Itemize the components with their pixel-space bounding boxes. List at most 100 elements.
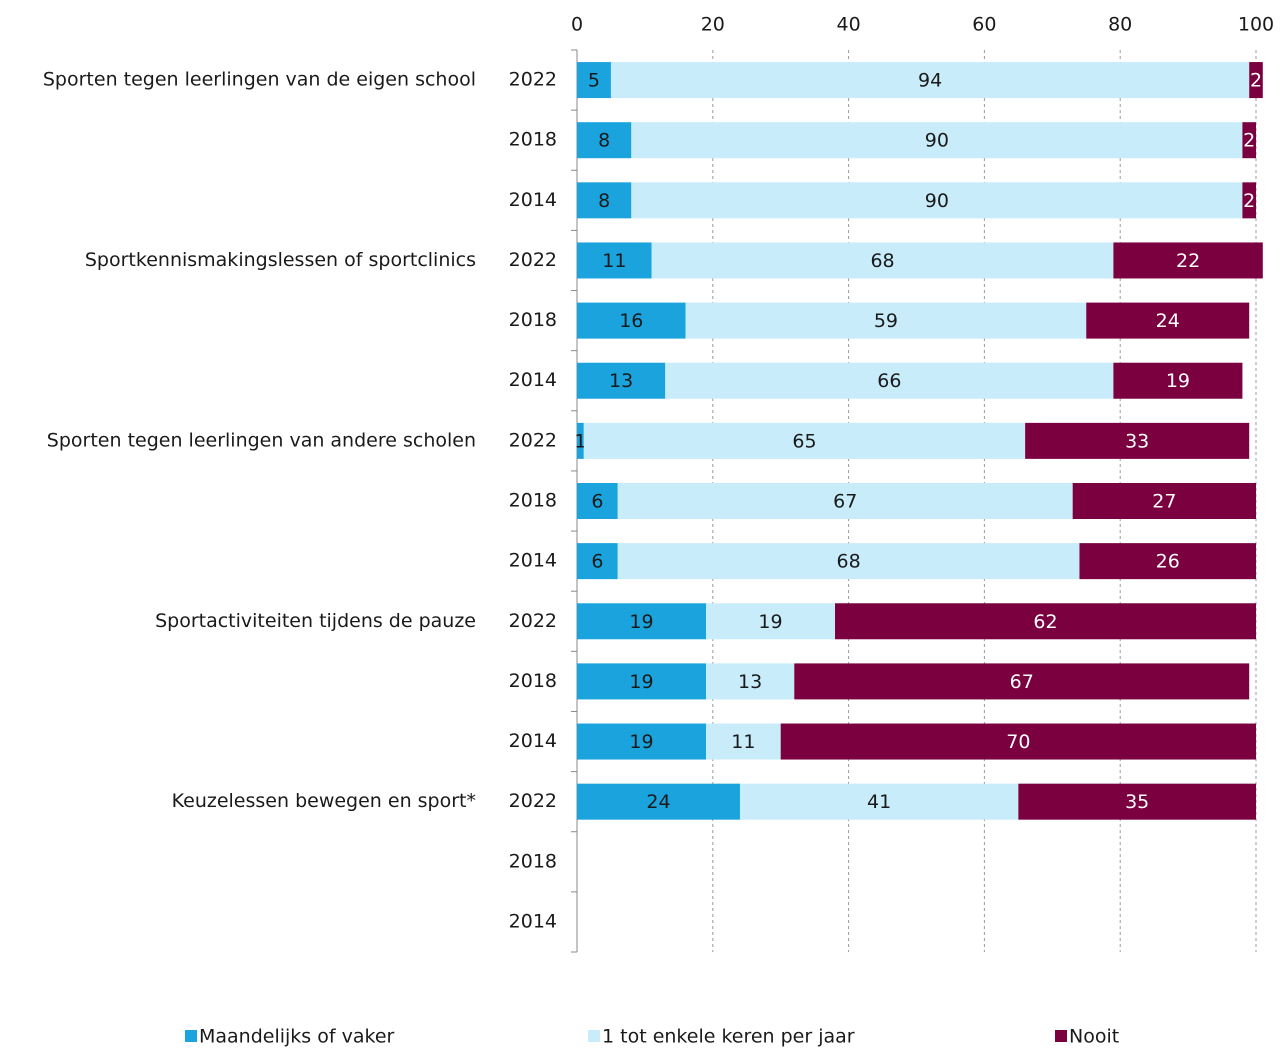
data-label: 19 — [629, 611, 653, 633]
data-label: 16 — [619, 310, 643, 332]
bar-segment — [583, 422, 1026, 459]
bar-segment — [577, 783, 740, 820]
data-label: 90 — [925, 190, 949, 212]
data-label: 13 — [738, 671, 762, 693]
bar-segment — [631, 182, 1243, 219]
bar-segment — [1113, 362, 1243, 399]
data-label: 2 — [1243, 190, 1255, 212]
y-tick-label: 2018 — [509, 129, 557, 151]
bar-segment — [577, 422, 584, 459]
group-label: Sportkennismakingslessen of sportclinics — [85, 249, 476, 271]
data-label: 19 — [758, 611, 782, 633]
y-tick-label: 2022 — [509, 790, 557, 812]
data-label: 67 — [833, 491, 857, 513]
data-label: 5 — [588, 70, 600, 92]
legend-label: Nooit — [1069, 1026, 1119, 1048]
y-tick-label: 2018 — [509, 670, 557, 692]
bar-segment — [706, 723, 781, 760]
data-label: 90 — [925, 130, 949, 152]
data-label: 2 — [1250, 70, 1262, 92]
data-label: 11 — [602, 250, 626, 272]
legend-swatch — [588, 1030, 600, 1042]
bar-segment — [577, 182, 632, 219]
y-tick-label: 2014 — [509, 189, 557, 211]
y-tick-label: 2022 — [509, 610, 557, 632]
y-tick-label: 2022 — [509, 429, 557, 451]
bar-segment — [577, 543, 618, 580]
bar-segment — [1249, 62, 1263, 99]
data-label: 2 — [1243, 130, 1255, 152]
bar-segment — [665, 362, 1114, 399]
bar-segment — [577, 122, 632, 159]
bar-segment — [577, 603, 707, 640]
bar-segment — [1113, 242, 1263, 279]
data-label: 26 — [1156, 551, 1180, 573]
data-label: 24 — [1156, 310, 1180, 332]
bar-segment — [685, 302, 1087, 339]
x-tick-label: 40 — [837, 14, 861, 36]
legend-swatch — [185, 1030, 197, 1042]
legend-swatch — [1055, 1030, 1067, 1042]
data-label: 6 — [591, 491, 603, 513]
bar-segment — [577, 362, 666, 399]
data-label: 94 — [918, 70, 942, 92]
bar-segment — [577, 62, 611, 99]
data-label: 27 — [1152, 491, 1176, 513]
data-label: 68 — [870, 250, 894, 272]
data-label: 24 — [646, 791, 670, 813]
x-tick-label: 0 — [571, 14, 583, 36]
bar-segment — [577, 663, 707, 700]
data-label: 68 — [837, 551, 861, 573]
bar-segment — [617, 483, 1073, 519]
bar-segment — [794, 663, 1250, 700]
legend-label: 1 tot enkele keren per jaar — [602, 1026, 855, 1048]
data-label: 70 — [1006, 731, 1030, 753]
y-tick-label: 2018 — [509, 850, 557, 872]
data-label: 11 — [731, 731, 755, 753]
data-label: 35 — [1125, 791, 1149, 813]
y-tick-label: 2014 — [509, 550, 557, 572]
bar-segment — [1079, 543, 1256, 580]
x-tick-label: 20 — [701, 14, 725, 36]
x-tick-label: 60 — [972, 14, 996, 36]
bar-segment — [617, 543, 1080, 580]
data-label: 33 — [1125, 430, 1149, 452]
y-tick-label: 2018 — [509, 490, 557, 512]
bar-segment — [631, 122, 1243, 159]
y-tick-label: 2022 — [509, 69, 557, 91]
data-label: 41 — [867, 791, 891, 813]
bar-segment — [1242, 182, 1256, 219]
data-label: 65 — [792, 430, 816, 452]
x-tick-label: 100 — [1238, 14, 1274, 36]
data-label: 8 — [598, 190, 610, 212]
bar-segment — [577, 242, 652, 279]
bar-segment — [1072, 483, 1256, 519]
y-tick-label: 2018 — [509, 309, 557, 331]
bar-segment — [577, 302, 686, 339]
bar-segment — [1018, 783, 1256, 820]
data-label: 8 — [598, 130, 610, 152]
y-tick-label: 2014 — [509, 369, 557, 391]
data-label: 19 — [629, 671, 653, 693]
bar-segment — [651, 242, 1114, 279]
bar-segment — [706, 603, 836, 640]
group-label: Sporten tegen leerlingen van de eigen sc… — [43, 69, 476, 91]
bar-segment — [706, 663, 795, 700]
y-tick-label: 2022 — [509, 249, 557, 271]
group-label: Keuzelessen bewegen en sport* — [172, 790, 476, 812]
bar-segment — [1086, 302, 1250, 339]
bar-segment — [780, 723, 1256, 760]
data-label: 67 — [1010, 671, 1034, 693]
data-label: 6 — [591, 551, 603, 573]
bar-segment — [835, 603, 1256, 640]
bar-segment — [610, 62, 1250, 99]
data-label: 19 — [629, 731, 653, 753]
bar-segment — [577, 723, 707, 760]
data-label: 59 — [874, 310, 898, 332]
x-tick-label: 80 — [1108, 14, 1132, 36]
y-tick-label: 2014 — [509, 910, 557, 932]
data-label: 13 — [609, 370, 633, 392]
bar-segment — [1242, 122, 1256, 159]
bar-segment — [739, 783, 1019, 820]
